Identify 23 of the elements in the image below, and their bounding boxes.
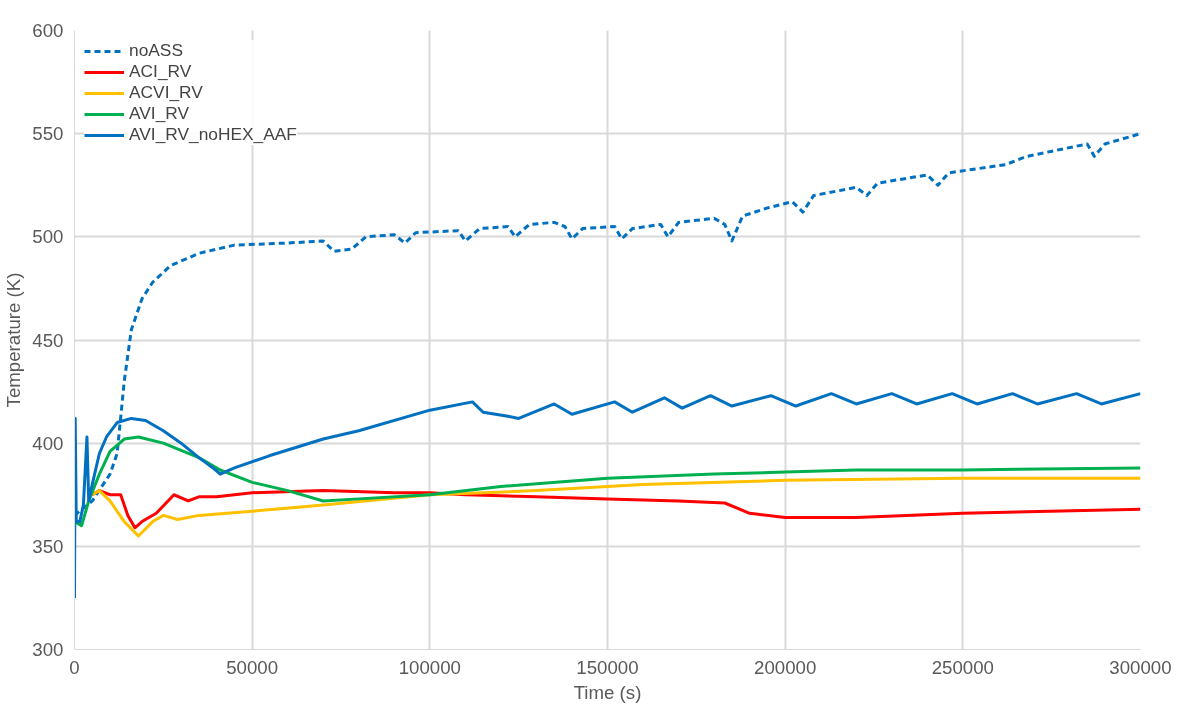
y-tick-label: 400	[32, 432, 64, 454]
x-tick-label: 0	[69, 656, 80, 678]
x-tick-label: 150000	[576, 656, 639, 678]
legend-label: ACVI_RV	[129, 82, 203, 103]
legend-label: AVI_RV_noHEX_AAF	[129, 124, 297, 145]
y-tick-label: 450	[32, 329, 64, 351]
x-tick-label: 300000	[1109, 656, 1172, 678]
y-tick-label: 600	[32, 20, 64, 41]
line-series	[74, 435, 1141, 528]
x-tick-label: 100000	[398, 656, 461, 678]
legend-label: noASS	[129, 40, 183, 61]
x-tick-label: 250000	[931, 656, 994, 678]
y-tick-label: 350	[32, 535, 64, 557]
y-axis-title: Temperature (K)	[3, 272, 25, 408]
y-tick-label: 300	[32, 639, 64, 660]
x-tick-label: 50000	[226, 656, 279, 678]
x-tick-label: 200000	[754, 656, 817, 678]
x-axis-title: Time (s)	[573, 681, 642, 703]
y-tick-label: 550	[32, 123, 64, 145]
line-series	[90, 476, 1141, 538]
legend-label: AVI_RV	[129, 103, 190, 124]
legend-label: ACI_RV	[129, 61, 192, 82]
y-tick-label: 500	[32, 226, 64, 248]
